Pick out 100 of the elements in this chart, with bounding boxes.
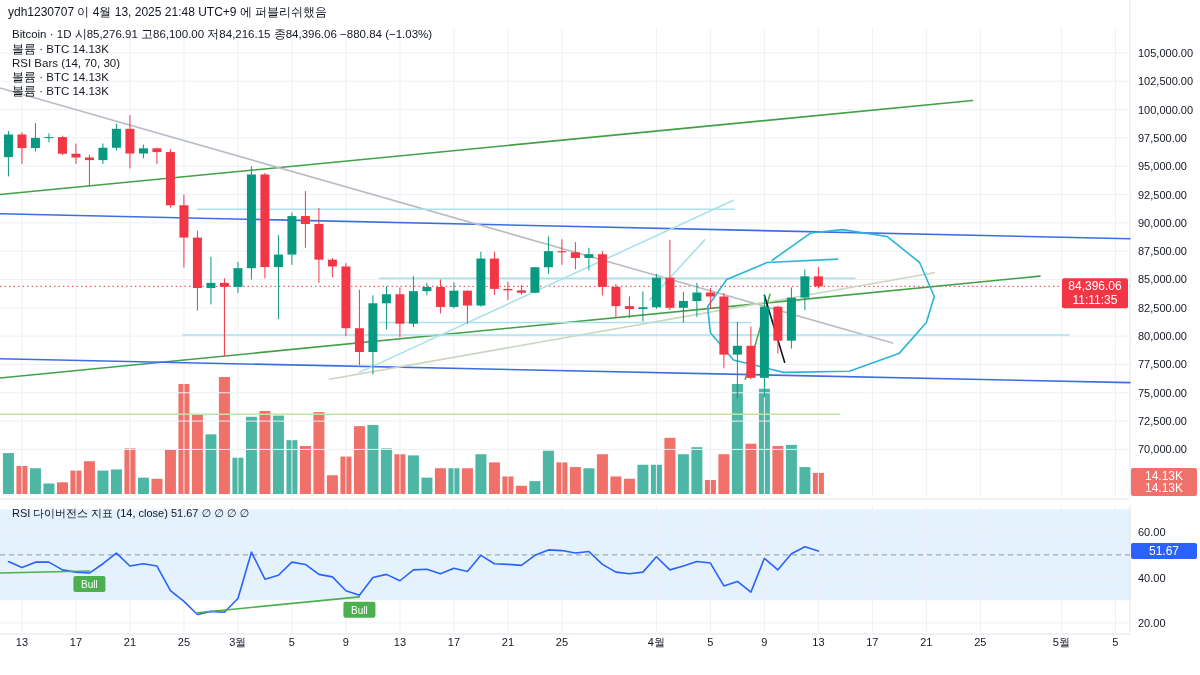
x-tick-label: 13 (812, 636, 825, 648)
y-tick-label: 90,000.00 (1138, 216, 1187, 229)
y-tick-label: 87,500.00 (1138, 245, 1187, 258)
bar (515, 485, 527, 494)
candlestick (570, 241, 580, 270)
candlestick (3, 130, 13, 177)
line-series (7, 545, 820, 616)
x-tick-label: 21 (920, 636, 933, 648)
x-tick-label: 5 (1112, 636, 1119, 648)
bar (151, 478, 163, 494)
y-tick-label: 92,500.00 (1138, 188, 1187, 201)
bar (259, 410, 271, 494)
bar (43, 483, 55, 494)
candlestick (354, 289, 364, 366)
x-tick-label: 25 (555, 636, 569, 648)
bar (97, 470, 109, 494)
y-tick-label: 80,000.00 (1138, 330, 1187, 343)
annotation: 볼륨 · BTC 14.13K (12, 71, 110, 83)
candlestick (111, 123, 121, 151)
x-tick-label: 9 (342, 636, 349, 648)
bar (191, 414, 203, 494)
x-tick-label: 21 (123, 636, 137, 648)
y-tick-label: 60.00 (1138, 526, 1166, 539)
bar (326, 475, 338, 494)
bar (2, 453, 14, 494)
bar (137, 477, 149, 494)
candlestick (678, 291, 688, 324)
x-tick-label: 5 (707, 636, 714, 648)
bar (475, 454, 487, 494)
x-tick-label: 13 (393, 636, 407, 648)
bar (677, 454, 689, 494)
bar (650, 464, 662, 494)
bar (353, 426, 365, 494)
y-tick-label: 102,500.00 (1138, 75, 1194, 88)
x-tick-label: 25 (974, 636, 987, 648)
bar (542, 450, 554, 494)
bar (745, 443, 757, 494)
candlestick (800, 268, 810, 311)
bar (245, 416, 257, 494)
candlestick (98, 143, 108, 165)
candlestick (300, 190, 310, 249)
annotation: 볼륨 · BTC 14.13K (12, 43, 110, 55)
bar (610, 476, 622, 494)
bar (731, 384, 743, 494)
y-tick-label: 95,000.00 (1138, 160, 1187, 173)
bar (637, 464, 649, 494)
annotation: Bull (351, 604, 368, 616)
candlestick (84, 154, 94, 186)
x-tick-label: 17 (69, 636, 83, 648)
candlestick (584, 247, 594, 271)
bar (218, 377, 230, 494)
candlestick (30, 122, 40, 152)
bar (704, 479, 716, 494)
y-tick-label: 75,000.00 (1138, 386, 1187, 399)
candlestick (449, 281, 459, 309)
bar (56, 482, 68, 494)
bar (205, 434, 217, 494)
bar (110, 469, 122, 494)
candlestick (152, 147, 162, 165)
y-tick-label: 40.00 (1138, 571, 1166, 584)
bar (461, 468, 473, 494)
y-tick-label: 77,500.00 (1138, 358, 1187, 371)
bar (488, 462, 500, 494)
chart-title: RSI 다이버전스 지표 (14, close) 51.67 ∅ ∅ ∅ ∅ (12, 507, 249, 519)
line-series (706, 228, 936, 374)
bar (583, 468, 595, 494)
bar (313, 412, 325, 494)
y-tick-label: 85,000.00 (1138, 273, 1187, 286)
annotation: 볼륨 · BTC 14.13K (12, 85, 110, 97)
bar (799, 467, 811, 494)
x-tick-label: 25 (177, 636, 191, 648)
candlestick (462, 289, 472, 325)
bar (272, 415, 284, 494)
text: 14.13K (1144, 469, 1184, 483)
bar (691, 447, 703, 494)
x-tick-label: 21 (501, 636, 515, 648)
bar (529, 481, 541, 494)
candlestick (17, 131, 27, 165)
candlestick (273, 234, 283, 320)
bar (718, 454, 730, 494)
annotation: Bull (81, 578, 98, 590)
x-tick-label: 4월 (647, 636, 665, 648)
text: 14.13K (1144, 481, 1184, 495)
candlestick (543, 235, 553, 275)
x-tick-label: 5 (288, 636, 295, 648)
candlestick (44, 132, 54, 143)
candlestick (557, 238, 567, 266)
bar (407, 455, 419, 494)
bar (664, 437, 676, 494)
bar (164, 449, 176, 494)
bar (29, 468, 41, 494)
bar (421, 477, 433, 494)
bar (772, 446, 784, 494)
bar (434, 468, 446, 494)
bar (785, 444, 797, 494)
bar (623, 478, 635, 494)
chart-subtitle: Bitcoin · 1D 시85,276.91 고86,100.00 저84,216.15 종84,396.06 −880.84 (−1.03%) (12, 28, 433, 40)
x-tick-label: 17 (866, 636, 879, 648)
bar (299, 446, 311, 494)
bar (812, 472, 824, 494)
